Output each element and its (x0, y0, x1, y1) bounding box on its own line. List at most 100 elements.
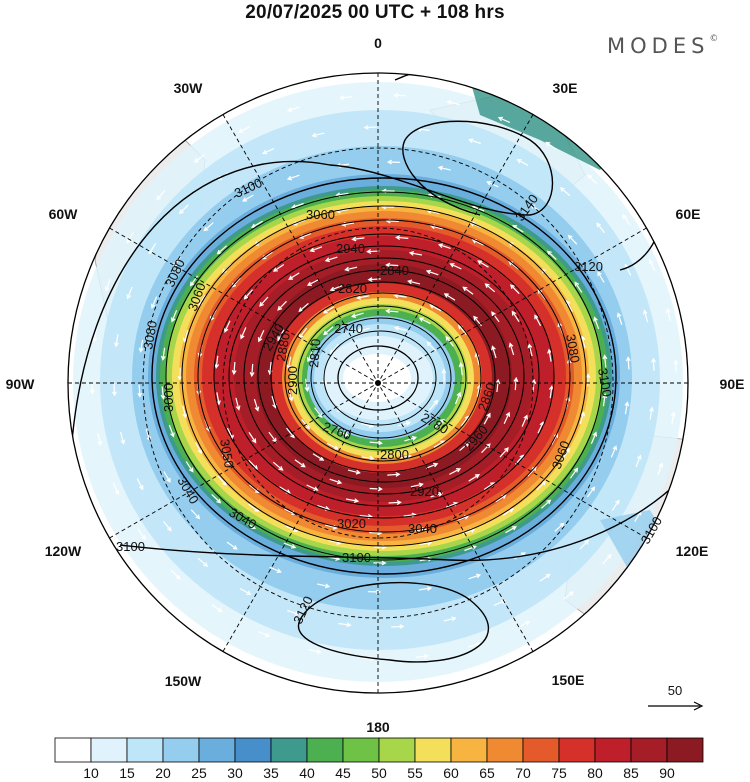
wind-vector-arrow (222, 454, 231, 466)
wind-vector-arrow (415, 653, 429, 659)
wind-vector-arrow (92, 329, 98, 343)
wind-vector-arrow (211, 493, 222, 504)
wind-vector-arrow (657, 462, 664, 476)
wind-vector-arrow (156, 189, 166, 201)
wind-vector-arrow (511, 310, 520, 323)
wind-vector-arrow (162, 520, 172, 532)
lon-label-60e: 60E (676, 206, 701, 222)
wind-vector-arrow (593, 316, 600, 330)
contour-3020 (213, 233, 555, 519)
wind-vector-arrow (443, 293, 456, 301)
contour-label: 2810 (306, 338, 323, 368)
colorbar-swatch (270, 737, 308, 763)
wind-vector-arrow (269, 566, 282, 573)
contour-label: 3100 (595, 367, 615, 398)
wind-vector-arrow (670, 411, 676, 425)
wind-vector-arrow (366, 248, 380, 254)
wind-vector-arrow (391, 624, 405, 630)
wind-vector-arrow (393, 326, 407, 332)
wind-vector-arrow (437, 165, 451, 171)
contour-label: 3040 (408, 521, 437, 536)
wind-vector-arrow (329, 478, 343, 485)
lon-label-120e: 120E (676, 543, 709, 559)
colorbar-swatch (450, 737, 488, 763)
wind-vector-arrow (211, 604, 223, 613)
contour-2760 (323, 330, 437, 426)
wind-vector-arrow (160, 386, 166, 400)
vector-reference: 50 (648, 683, 704, 711)
wind-vector-arrow (257, 330, 265, 343)
contour-3120-south (297, 581, 490, 663)
colorbar-tick-label: 90 (659, 765, 675, 781)
wind-vector-arrow (126, 231, 134, 244)
wind-vector-arrow (563, 591, 575, 600)
inner-10 (343, 354, 411, 402)
wind-vector-arrow (104, 278, 111, 292)
wind-vector-arrow (548, 385, 554, 399)
wind-vector-arrow (536, 480, 546, 491)
contour-2820 (297, 305, 467, 451)
wind-vector-arrow (386, 159, 401, 165)
wind-vector-arrow (351, 236, 365, 242)
lon-label-180: 180 (366, 719, 390, 735)
contour-2940 (257, 269, 511, 483)
wind-vector-arrow (491, 345, 497, 359)
colorbar-tick-label: 80 (587, 765, 603, 781)
wind-vector-arrow (261, 148, 275, 155)
wind-vector-arrow (216, 245, 228, 255)
wind-vector-arrow (554, 522, 565, 532)
wind-vector-arrow (350, 312, 364, 318)
wind-vector-arrow (356, 295, 370, 300)
map-title: 20/07/2025 00 UTC + 108 hrs (245, 2, 505, 23)
wind-vector-arrow (137, 384, 143, 398)
wind-vector-arrow (468, 573, 482, 580)
wind-vector-arrow (454, 391, 462, 405)
wind-vector-arrow (367, 277, 381, 282)
wind-vector-arrow (312, 453, 325, 461)
wind-vector-arrow (425, 269, 439, 276)
contour-3000 (228, 245, 540, 507)
wind-vector-arrow (545, 141, 557, 150)
wind-vector-arrow (292, 219, 306, 226)
wind-vector-arrow (443, 616, 457, 622)
colorbar-swatch (126, 737, 164, 763)
wind-vector-arrow (602, 393, 608, 407)
wind-vector-arrow (242, 194, 254, 202)
wind-vector-arrow (253, 398, 260, 412)
wind-vector-arrow (304, 378, 310, 392)
colorbar-tick-label: 60 (443, 765, 459, 781)
colorbar-swatch (234, 737, 272, 763)
wind-vector-arrow (425, 462, 439, 469)
wind-vector-arrow (373, 560, 387, 566)
wind-vector-arrow (235, 397, 241, 411)
colorbar-tick-label: 30 (227, 765, 243, 781)
wind-vector-arrow (168, 424, 175, 438)
contour-3100-south (119, 479, 681, 562)
colorbar-swatch (630, 737, 668, 763)
wind-vector-arrow (301, 419, 311, 430)
wind-vector-arrow (512, 224, 524, 233)
map-boundary (67, 72, 689, 694)
contour-2860 (284, 292, 482, 462)
wind-vector-arrow (257, 630, 271, 638)
wind-vector-arrow (337, 429, 350, 437)
wind-vector-arrow (231, 277, 241, 288)
wind-vector-arrow (393, 293, 407, 299)
wind-vector-arrow (226, 541, 238, 550)
wind-vector-arrow (138, 339, 144, 353)
brand-text: MODES (607, 34, 710, 58)
wind-vector-arrow (217, 475, 227, 486)
wind-vector-arrow (298, 302, 309, 313)
wind-vector-arrow (493, 599, 507, 606)
colorbar-tick-label: 70 (515, 765, 531, 781)
wind-vector-arrow (546, 250, 557, 261)
lon-label-30e: 30E (553, 80, 578, 96)
contour-label: 3060 (306, 207, 335, 222)
wind-vector-arrow (527, 343, 533, 357)
wind-vector-arrow (239, 587, 252, 595)
wind-vector-arrow (464, 545, 477, 552)
wind-vector-arrow (283, 542, 297, 549)
colorbar-swatch (54, 737, 92, 763)
wind-vector-arrow (387, 472, 401, 477)
